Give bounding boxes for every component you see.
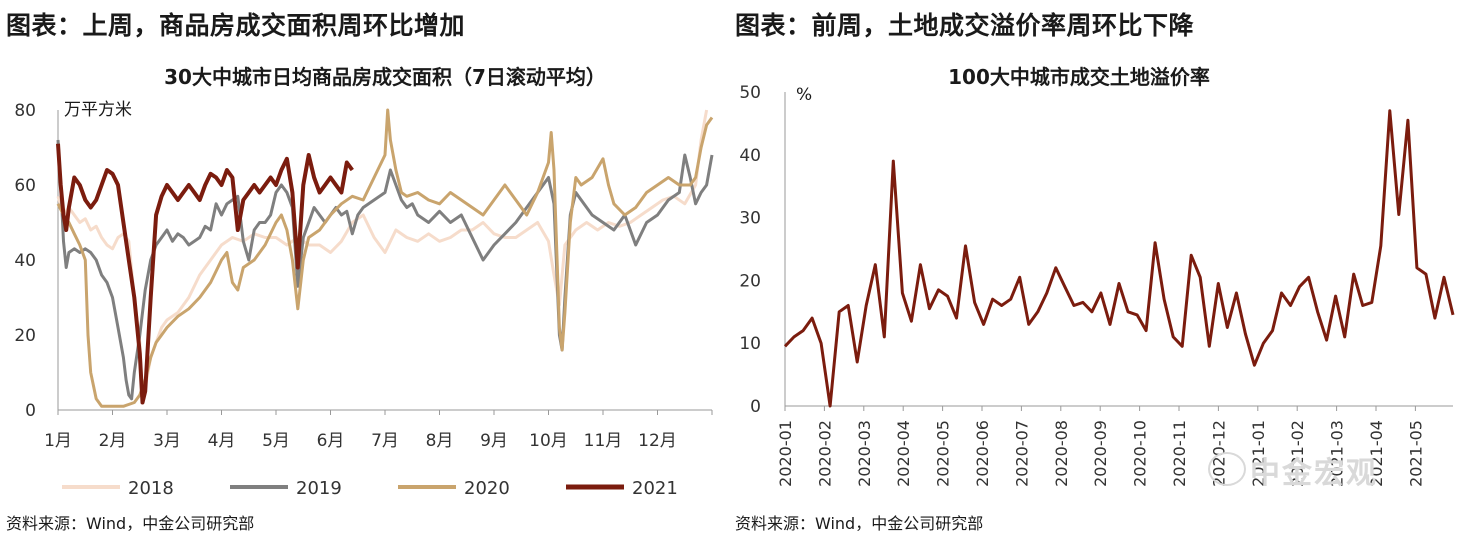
right-panel-title: 图表：前周，土地成交溢价率周环比下降 [735,11,1195,40]
right-y-tick-label: 50 [739,83,761,103]
right-y-tick-label: 20 [739,271,761,291]
left-x-tick-label: 12月 [638,431,677,451]
right-x-tick-label: 2021-02 [1288,420,1307,487]
left-x-tick-label: 3月 [153,431,181,451]
left-x-tick-label: 10月 [529,431,568,451]
right-x-tick-label: 2020-11 [1170,420,1189,487]
left-y-tick-label: 0 [25,401,36,421]
left-y-tick-label: 60 [14,176,36,196]
left-y-tick-label: 40 [14,251,36,271]
premium-rate-line [783,109,1455,408]
series-line-2021 [56,143,354,405]
right-y-tick-label: 40 [739,146,761,166]
right-x-tick-label: 2020-07 [1012,420,1031,487]
left-x-tick-label: 8月 [426,431,454,451]
legend-label-2020: 2020 [464,478,510,499]
left-x-tick-label: 4月 [208,431,236,451]
left-panel-title: 图表：上周，商品房成交面积周环比增加 [6,11,466,40]
right-x-tick-label: 2020-08 [1052,420,1071,487]
right-x-tick-label: 2021-01 [1249,420,1268,487]
legend-label-2018: 2018 [128,478,174,499]
legend-label-2021: 2021 [632,478,678,499]
watermark-text: 中金宏观 [1250,456,1378,491]
right-chart-title: 100大中城市成交土地溢价率 [948,65,1210,89]
left-chart-title: 30大中城市日均商品房成交面积（7日滚动平均） [164,65,606,89]
left-x-tick-label: 7月 [371,431,399,451]
right-x-tick-label: 2020-02 [815,420,834,487]
right-y-tick-label: 10 [739,334,761,354]
left-source-note: 资料来源：Wind，中金公司研究部 [6,514,255,533]
left-x-tick-label: 1月 [44,431,72,451]
right-x-tick-label: 2021-04 [1367,420,1386,487]
left-x-tick-label: 11月 [584,431,623,451]
left-x-tick-label: 5月 [262,431,290,451]
right-x-tick-label: 2020-05 [934,420,953,487]
left-x-tick-label: 9月 [480,431,508,451]
right-x-tick-label: 2020-06 [973,420,992,487]
left-x-tick-label: 2月 [99,431,127,451]
right-x-tick-label: 2021-05 [1406,420,1425,487]
right-y-unit-label: % [796,85,812,105]
left-x-tick-label: 6月 [317,431,345,451]
left-y-tick-label: 80 [14,101,36,121]
right-x-tick-label: 2020-09 [1091,420,1110,487]
right-x-tick-label: 2021-03 [1328,420,1347,487]
series-line-2020 [56,108,714,408]
series-line-2019 [56,139,714,401]
right-x-tick-label: 2020-10 [1131,420,1150,487]
watermark-icon [1208,452,1246,486]
left-y-unit-label: 万平方米 [64,100,132,120]
right-x-tick-label: 2020-04 [894,420,913,487]
right-source-note: 资料来源：Wind，中金公司研究部 [735,514,984,533]
right-y-tick-label: 0 [750,397,761,417]
right-y-tick-label: 30 [739,209,761,229]
right-x-tick-label: 2020-03 [855,420,874,487]
legend-label-2019: 2019 [296,478,342,499]
left-y-tick-label: 20 [14,326,36,346]
right-x-tick-label: 2020-01 [776,420,795,487]
